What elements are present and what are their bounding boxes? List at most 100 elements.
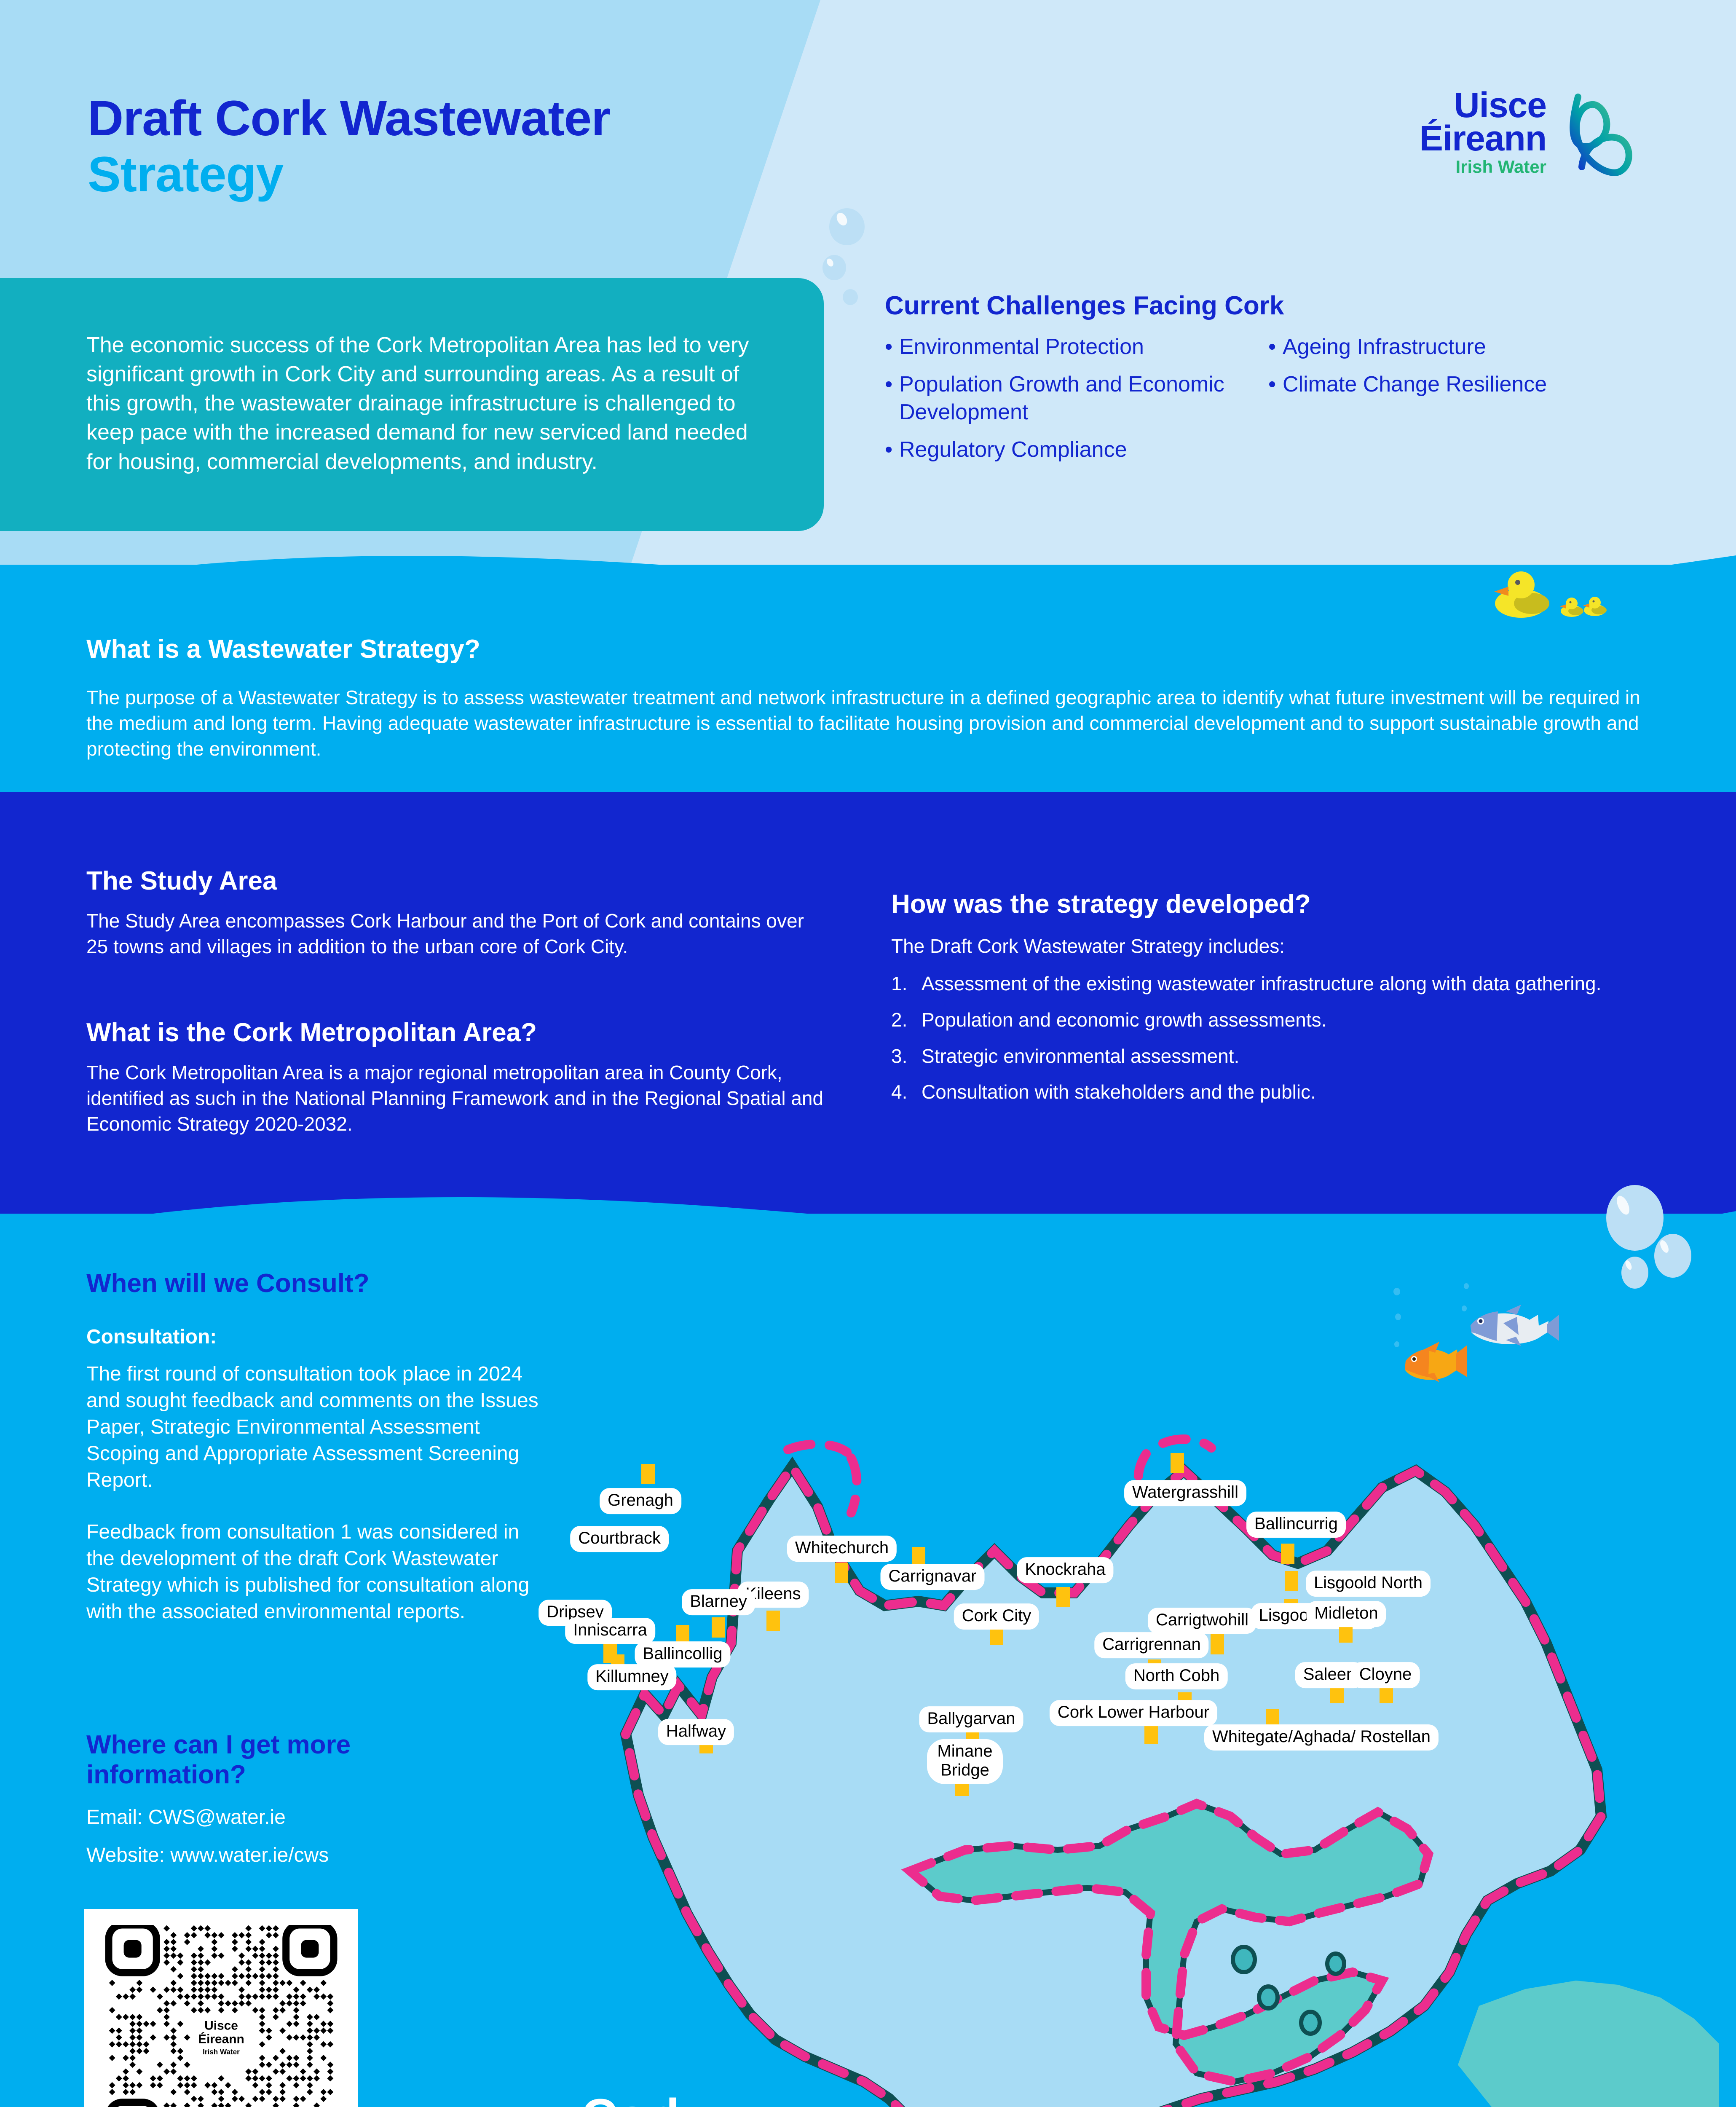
wastewater-treatment-plant-marker xyxy=(641,1464,655,1484)
map-place-label: Blarney xyxy=(682,1589,755,1615)
list-item: 2. Population and economic growth assess… xyxy=(891,1008,1662,1033)
wastewater-strategy-body: The purpose of a Wastewater Strategy is … xyxy=(86,686,1640,760)
list-item: 3. Strategic environmental assessment. xyxy=(891,1044,1662,1069)
map-place-label: Cork Lower Harbour xyxy=(1049,1700,1218,1726)
detached-study-dashes xyxy=(783,1434,1216,1517)
map-title: Cork xyxy=(581,2088,694,2107)
map-place-label: Carrigtwohill xyxy=(1147,1608,1257,1634)
wastewater-treatment-plant-marker xyxy=(1056,1587,1070,1607)
development-intro: The Draft Cork Wastewater Strategy inclu… xyxy=(891,935,1285,957)
wastewater-treatment-plant-marker xyxy=(1211,1634,1224,1654)
list-item: • Climate Change Resilience xyxy=(1268,370,1690,399)
map-place-label: Whitechurch xyxy=(787,1536,897,1562)
list-item: • Environmental Protection xyxy=(885,333,1281,361)
wastewater-treatment-plant-marker xyxy=(712,1617,725,1638)
list-item: • Ageing Infrastructure xyxy=(1268,333,1690,361)
challenge-label: Environmental Protection xyxy=(899,335,1144,359)
map-place-label: Halfway xyxy=(658,1719,734,1745)
development-title: How was the strategy developed? xyxy=(891,890,1311,919)
list-item: 4. Consultation with stakeholders and th… xyxy=(891,1080,1662,1105)
challenge-label: Ageing Infrastructure xyxy=(1283,335,1486,359)
wastewater-treatment-plant-marker xyxy=(912,1547,925,1567)
orange-fish-icon xyxy=(1405,1342,1467,1382)
bullet-icon: • xyxy=(885,437,893,462)
map-place-label: Whitegate/Aghada/ Rostellan xyxy=(1204,1724,1439,1750)
fish-and-bubbles-decoration xyxy=(1393,1185,1691,1382)
more-info-title: Where can I get more information? xyxy=(86,1730,351,1790)
logo-line-uisce: Uisce xyxy=(1454,85,1547,125)
list-number: 2. xyxy=(891,1008,908,1031)
list-item: 1. Assessment of the existing wastewater… xyxy=(891,971,1662,997)
map-place-label: Carrignavar xyxy=(880,1564,985,1590)
map-place-label: Lisgoold North xyxy=(1306,1571,1431,1597)
wastewater-treatment-plant-marker xyxy=(1281,1544,1294,1564)
metropolitan-area-title: What is the Cork Metropolitan Area? xyxy=(86,1018,537,1047)
page-title: Draft Cork Wastewater Strategy xyxy=(88,91,888,203)
challenge-label: Climate Change Resilience xyxy=(1283,372,1547,397)
map-place-label: Ballincurrig xyxy=(1246,1512,1346,1538)
page-title-line2: Strategy xyxy=(88,147,284,203)
list-text: Strategic environmental assessment. xyxy=(922,1045,1240,1067)
challenges-column-1: • Environmental Protection • Population … xyxy=(885,333,1281,473)
consultation-title: When will we Consult? xyxy=(86,1269,370,1298)
list-item: • Population Growth and Economic Develop… xyxy=(885,370,1281,426)
map-place-label: North Cobh xyxy=(1125,1663,1228,1689)
map-place-label: Cork City xyxy=(954,1603,1039,1630)
map-place-label: Grenagh xyxy=(600,1488,681,1514)
map-place-label: Courtbrack xyxy=(570,1526,669,1552)
list-text: Assessment of the existing wastewater in… xyxy=(922,973,1602,995)
contact-website[interactable]: Website: www.water.ie/cws xyxy=(86,1844,329,1866)
wastewater-treatment-plant-marker xyxy=(835,1563,848,1583)
list-number: 4. xyxy=(891,1081,908,1103)
map-place-label: Minane Bridge xyxy=(927,1739,1003,1784)
list-item: • Regulatory Compliance xyxy=(885,436,1281,464)
bubbles-decoration xyxy=(822,208,865,305)
map-graphic xyxy=(620,1434,1719,2107)
study-area-title: The Study Area xyxy=(86,866,277,895)
uisce-eireann-logo: Uisce Éireann Irish Water xyxy=(1350,85,1637,185)
intro-panel xyxy=(0,278,824,531)
challenge-label: Population Growth and Economic Developme… xyxy=(899,372,1224,425)
logo-line-irish-water: Irish Water xyxy=(1455,156,1547,177)
challenge-label: Regulatory Compliance xyxy=(899,437,1127,462)
bullet-icon: • xyxy=(885,335,893,359)
outer-sea-shape xyxy=(1458,1981,1719,2107)
list-text: Consultation with stakeholders and the p… xyxy=(922,1081,1316,1103)
development-list: 1. Assessment of the existing wastewater… xyxy=(891,971,1662,1116)
consultation-subtitle: Consultation: xyxy=(86,1326,217,1348)
wastewater-strategy-background xyxy=(0,565,1736,826)
harbour-islands xyxy=(1231,1945,1346,2036)
svg-text:Irish Water: Irish Water xyxy=(203,2048,240,2056)
cork-study-area-map[interactable]: Grenagh Watergrasshill Ballincurrig Whitech… xyxy=(538,1424,1719,2107)
map-place-label: Carrigrennan xyxy=(1094,1632,1209,1658)
bullet-icon: • xyxy=(1268,335,1276,359)
qr-code[interactable]: Uisce Éireann Irish Water xyxy=(84,1909,358,2107)
harbour-dashed-boundary xyxy=(901,1799,1434,2087)
map-place-label: Midleton xyxy=(1306,1601,1386,1627)
map-place-label: Killumney xyxy=(587,1664,677,1690)
metropolitan-area-body: The Cork Metropolitan Area is a major re… xyxy=(86,1062,824,1135)
bullet-icon: • xyxy=(885,372,893,397)
logo-wordmark: Uisce Éireann Irish Water xyxy=(1420,85,1547,177)
svg-text:Éireann: Éireann xyxy=(198,2032,244,2046)
contact-email[interactable]: Email: CWS@water.ie xyxy=(86,1806,286,1828)
list-text: Population and economic growth assessmen… xyxy=(922,1008,1327,1031)
map-place-label: Saleen xyxy=(1295,1662,1364,1688)
map-place-label: Ballincollig xyxy=(635,1641,731,1667)
map-place-label: Watergrasshill xyxy=(1124,1480,1246,1506)
wastewater-treatment-plant-marker xyxy=(766,1611,780,1631)
wastewater-treatment-plant-marker xyxy=(1171,1453,1184,1473)
study-area-polygon xyxy=(622,1460,1605,2107)
study-area-body: The Study Area encompasses Cork Harbour … xyxy=(86,910,804,958)
map-place-label: Cloyne xyxy=(1351,1662,1420,1688)
cork-metropolitan-area-boundary xyxy=(620,1456,1607,2107)
logo-ribbon-icon xyxy=(1570,94,1632,176)
list-number: 1. xyxy=(891,973,908,995)
wastewater-treatment-plant-marker xyxy=(1144,1724,1158,1744)
consultation-paragraph-2: Feedback from consultation 1 was conside… xyxy=(86,1521,530,1623)
map-place-label: Inniscarra xyxy=(565,1618,655,1644)
svg-text:Uisce: Uisce xyxy=(204,2019,238,2032)
page-title-line1: Draft Cork Wastewater xyxy=(88,91,611,146)
silver-fish-icon xyxy=(1471,1305,1559,1346)
challenges-title: Current Challenges Facing Cork xyxy=(885,291,1284,320)
